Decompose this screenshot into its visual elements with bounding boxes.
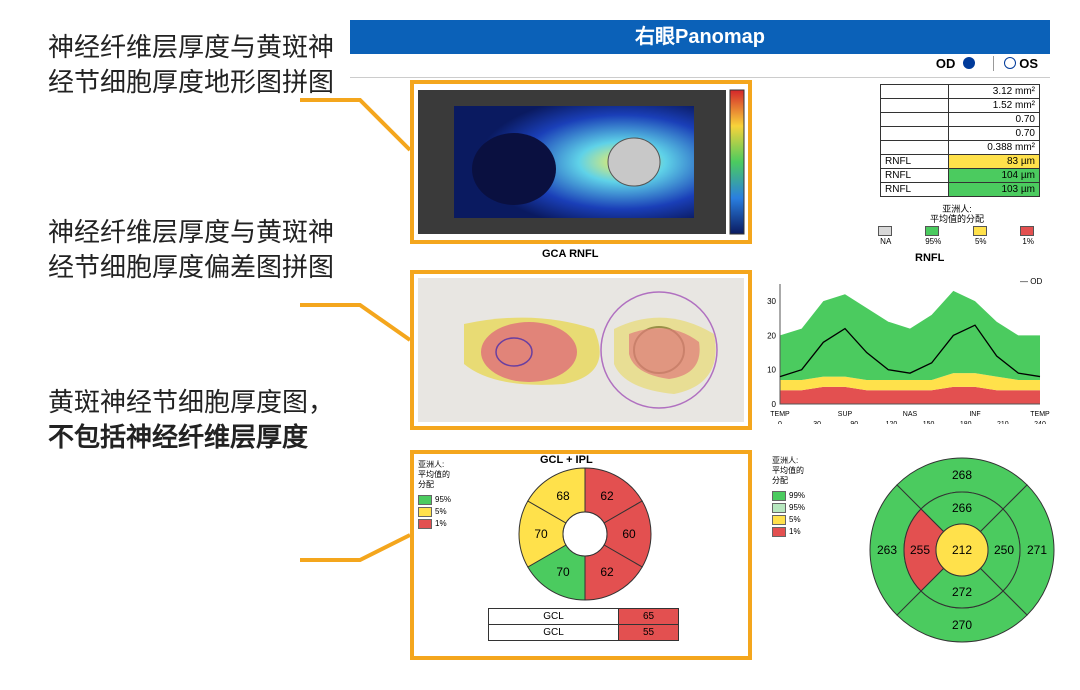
legend-rnfl-ring: 亚洲人: 平均值的 分配 99%95%5%1%	[772, 456, 842, 538]
svg-text:120: 120	[886, 421, 898, 424]
rnfl-data-table: 3.12 mm²1.52 mm²0.700.700.388 mm²RNFL83 …	[880, 84, 1040, 197]
svg-text:70: 70	[534, 527, 548, 541]
annotation-3b: 不包括神经纤维层厚度	[48, 422, 308, 452]
od-label: OD	[936, 56, 956, 71]
svg-text:255: 255	[910, 543, 930, 557]
legend-gcl: 亚洲人: 平均值的 分配 95%5%1%	[418, 460, 478, 530]
callout-line-3	[300, 530, 415, 570]
thickness-map-panel	[410, 80, 752, 244]
svg-text:268: 268	[952, 468, 972, 482]
gcl-summary-table: GCL65GCL55	[488, 608, 679, 641]
callout-line-1	[300, 95, 415, 175]
svg-text:INF: INF	[969, 411, 980, 418]
deviation-map-panel	[410, 270, 752, 430]
svg-text:SUP: SUP	[838, 411, 853, 418]
svg-text:— OD: — OD	[1020, 277, 1042, 286]
svg-text:0: 0	[778, 421, 782, 424]
eye-selector: OD OS	[350, 56, 1050, 78]
svg-text:30: 30	[767, 297, 776, 306]
svg-text:272: 272	[952, 585, 972, 599]
callout-line-2	[300, 300, 415, 360]
gca-rnfl-label: GCA RNFL	[542, 248, 598, 260]
svg-text:270: 270	[952, 618, 972, 632]
svg-text:240: 240	[1034, 421, 1046, 424]
svg-text:210: 210	[997, 421, 1009, 424]
svg-text:10: 10	[767, 366, 776, 375]
annotation-3: 黄斑神经节细胞厚度图， 不包括神经纤维层厚度	[48, 385, 348, 455]
thickness-topography-map	[414, 84, 748, 240]
legend-gcl-title: 亚洲人: 平均值的 分配	[418, 460, 478, 490]
annotation-2: 神经纤维层厚度与黄斑神经节细胞厚度偏差图拼图	[48, 215, 348, 285]
deviation-map	[414, 274, 748, 426]
svg-text:TEMP: TEMP	[770, 411, 790, 418]
annotation-3a: 黄斑神经节细胞厚度图，	[48, 387, 334, 417]
gcl-sector-chart: 62 60 62 70 70 68	[490, 462, 680, 606]
svg-text:250: 250	[994, 543, 1014, 557]
os-label: OS	[1019, 56, 1038, 71]
legend-rnfl-top: 亚洲人: 平均值的分配 NA95%5%1%	[862, 204, 1052, 246]
os-empty-circle-icon	[1004, 57, 1016, 69]
svg-text:62: 62	[600, 489, 614, 503]
tsnit-profile-chart: 0 10 20 30 TEMP SUP NAS INF TEMP 0 30 90 120 150 180 21…	[760, 274, 1050, 424]
legend-ring-title: 亚洲人: 平均值的 分配	[772, 456, 842, 486]
svg-text:0: 0	[772, 400, 777, 409]
svg-text:NAS: NAS	[903, 411, 918, 418]
svg-text:90: 90	[850, 421, 858, 424]
svg-text:30: 30	[813, 421, 821, 424]
legend-top-title: 亚洲人: 平均值的分配	[862, 204, 1052, 224]
rnfl-section-label: RNFL	[915, 252, 944, 264]
svg-text:68: 68	[556, 489, 570, 503]
svg-text:62: 62	[600, 565, 614, 579]
annotation-1: 神经纤维层厚度与黄斑神经节细胞厚度地形图拼图	[48, 30, 348, 100]
svg-text:271: 271	[1027, 543, 1047, 557]
od-filled-circle-icon	[963, 57, 975, 69]
svg-text:70: 70	[556, 565, 570, 579]
svg-text:263: 263	[877, 543, 897, 557]
svg-text:TEMP: TEMP	[1030, 411, 1050, 418]
svg-text:60: 60	[622, 527, 636, 541]
rnfl-ring-chart: 268 271 270 263 266 250 272 255 212	[862, 450, 1062, 650]
svg-text:20: 20	[767, 331, 776, 340]
svg-text:212: 212	[952, 543, 972, 557]
annotation-column: 神经纤维层厚度与黄斑神经节细胞厚度地形图拼图 神经纤维层厚度与黄斑神经节细胞厚度…	[48, 30, 348, 456]
svg-text:266: 266	[952, 501, 972, 515]
svg-text:150: 150	[923, 421, 935, 424]
header-title: 右眼Panomap	[350, 20, 1050, 54]
svg-text:180: 180	[960, 421, 972, 424]
